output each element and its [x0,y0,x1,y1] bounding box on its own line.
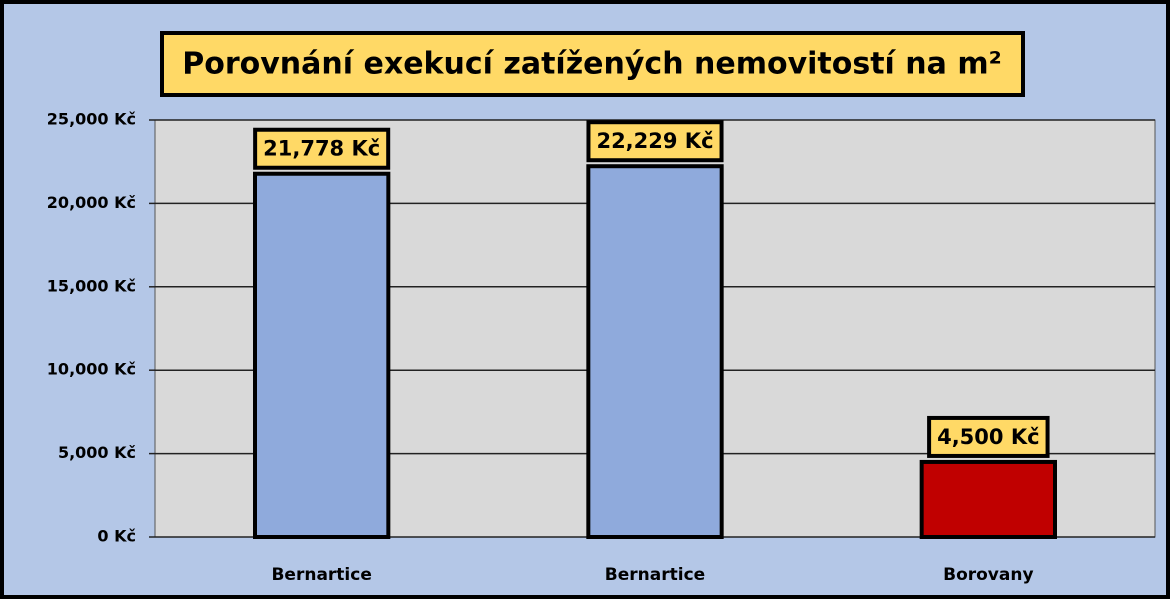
y-tick-label: 10,000 Kč [47,360,136,379]
x-tick-label: Bernartice [271,565,371,585]
value-label: 21,778 Kč [263,137,380,161]
y-tick-label: 15,000 Kč [47,276,136,295]
bar [586,164,724,539]
title-box [160,31,1025,97]
y-tick-label: 5,000 Kč [58,443,136,462]
x-tick-label: Borovany [943,565,1033,585]
y-tick-label: 20,000 Kč [47,193,136,212]
chart-title: Porovnání exekucí zatížených nemovitostí… [182,47,1001,82]
y-tick-label: 0 Kč [97,527,136,546]
bar [253,171,391,540]
value-label-box [927,415,1050,458]
value-label-box [586,120,724,163]
y-tick-label: 25,000 Kč [47,110,136,129]
value-label: 4,500 Kč [937,425,1039,449]
value-label-box [253,127,391,170]
bar [919,459,1058,539]
x-tick-label: Bernartice [605,565,705,585]
value-label: 22,229 Kč [596,129,713,153]
